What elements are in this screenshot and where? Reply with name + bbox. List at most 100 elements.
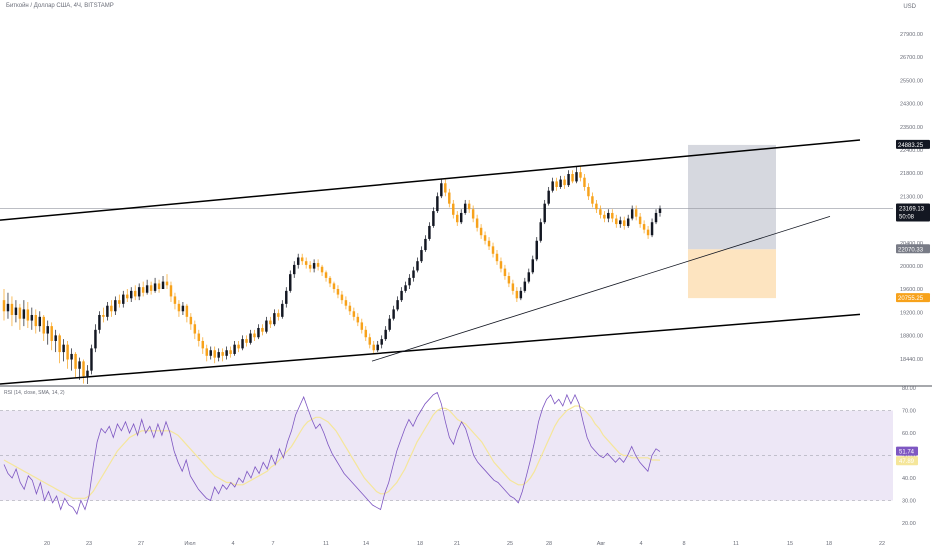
date-tick-label: 18 bbox=[826, 541, 832, 547]
date-tick-label: Авг bbox=[597, 541, 606, 547]
candle-body bbox=[189, 316, 193, 325]
candle-body bbox=[253, 333, 256, 338]
price-tick-label: 19200.00 bbox=[900, 310, 923, 316]
rsi-tick-label: 20.00 bbox=[902, 521, 916, 527]
rsi-ma-badge-bg bbox=[896, 456, 918, 466]
date-tick-label: 25 bbox=[507, 541, 513, 547]
candle-body bbox=[436, 196, 439, 212]
rsi-title[interactable]: RSI (14, close, SMA, 14, 2) bbox=[4, 390, 65, 396]
candle-body bbox=[126, 294, 129, 299]
candle-body bbox=[98, 314, 101, 330]
candle-body bbox=[237, 344, 240, 349]
candle-body bbox=[336, 289, 340, 295]
candle-body bbox=[289, 274, 292, 291]
candle-body bbox=[173, 296, 177, 304]
candle-body bbox=[384, 329, 387, 340]
candle-body bbox=[658, 208, 662, 213]
candle-body bbox=[261, 327, 264, 332]
candle-body bbox=[551, 181, 554, 191]
candle-body bbox=[304, 261, 308, 265]
candle-body bbox=[145, 285, 149, 293]
candle-body bbox=[90, 348, 93, 371]
candle-body bbox=[519, 290, 523, 299]
date-tick-label: 4 bbox=[231, 541, 234, 547]
candle-body bbox=[213, 350, 216, 358]
candle-body bbox=[245, 339, 248, 343]
candle-body bbox=[392, 309, 395, 319]
currency-label[interactable]: USD bbox=[903, 4, 916, 10]
candle-body bbox=[30, 314, 34, 321]
candle-body bbox=[133, 290, 137, 297]
candle-body bbox=[225, 350, 228, 356]
candle-body bbox=[352, 311, 356, 317]
rsi-tick-label: 80.00 bbox=[902, 386, 916, 392]
candle-body bbox=[404, 285, 407, 291]
channel-upper-line bbox=[0, 139, 861, 221]
candle-body bbox=[507, 276, 511, 284]
candle-body bbox=[611, 212, 614, 219]
candle-body bbox=[527, 272, 531, 282]
candle-body bbox=[34, 314, 38, 327]
date-tick-label: Июл bbox=[184, 541, 195, 547]
candle-body bbox=[575, 172, 578, 182]
candle-body bbox=[459, 212, 463, 223]
candle-body bbox=[479, 227, 483, 236]
candle-body bbox=[209, 350, 212, 356]
candle-body bbox=[380, 339, 383, 345]
candle-body bbox=[515, 290, 519, 299]
profit-zone bbox=[688, 144, 776, 250]
candle-body bbox=[221, 352, 224, 356]
candle-body bbox=[10, 303, 14, 315]
price-tick-label: 18800.00 bbox=[900, 334, 923, 340]
candle-body bbox=[626, 218, 630, 226]
candle-body bbox=[161, 281, 165, 290]
candle-body bbox=[292, 264, 296, 275]
candle-body bbox=[277, 313, 280, 317]
date-tick-label: 20 bbox=[44, 541, 50, 547]
candle-body bbox=[157, 283, 161, 290]
date-tick-label: 8 bbox=[682, 541, 685, 547]
candle-body bbox=[368, 337, 372, 345]
date-tick-label: 27 bbox=[138, 541, 144, 547]
current-price-badge: 23169.13 bbox=[899, 207, 925, 213]
candle-body bbox=[241, 339, 244, 349]
price-tick-label: 24300.00 bbox=[900, 102, 923, 108]
date-tick-label: 15 bbox=[787, 541, 793, 547]
candle-body bbox=[503, 268, 507, 277]
candle-body bbox=[82, 361, 85, 377]
candle-body bbox=[424, 238, 427, 251]
countdown-badge: 50:08 bbox=[899, 215, 915, 221]
candle-body bbox=[18, 307, 22, 319]
target-price-badge-bg bbox=[896, 139, 930, 149]
candle-body bbox=[300, 257, 304, 262]
date-tick-label: 22 bbox=[879, 541, 885, 547]
candle-body bbox=[201, 340, 205, 349]
symbol-title[interactable]: Биткойн / Доллар США, 4Ч, BITSTAMP bbox=[6, 3, 114, 9]
candle-body bbox=[440, 183, 443, 197]
candle-body bbox=[177, 303, 181, 312]
candle-body bbox=[149, 285, 153, 291]
candle-body bbox=[169, 285, 173, 297]
date-tick-label: 14 bbox=[363, 541, 369, 547]
candle-body bbox=[475, 218, 479, 228]
candle-body bbox=[360, 322, 364, 330]
candle-body bbox=[607, 212, 610, 219]
channel-lower-line bbox=[0, 313, 861, 385]
candle-body bbox=[487, 240, 491, 247]
price-tick-label: 21800.00 bbox=[900, 171, 923, 177]
candle-body bbox=[372, 344, 375, 351]
candle-body bbox=[320, 266, 324, 273]
rsi-value-badge: 51.74 bbox=[899, 450, 915, 456]
candle-body bbox=[86, 370, 89, 377]
candle-body bbox=[579, 172, 582, 178]
candle-body bbox=[471, 209, 475, 219]
candle-body bbox=[217, 352, 220, 358]
candle-body bbox=[630, 209, 634, 219]
candle-body bbox=[622, 220, 626, 226]
date-tick-label: 23 bbox=[86, 541, 92, 547]
candle-body bbox=[54, 335, 57, 341]
candle-body bbox=[448, 192, 451, 204]
candle-body bbox=[499, 261, 503, 269]
candle-body bbox=[141, 287, 145, 293]
